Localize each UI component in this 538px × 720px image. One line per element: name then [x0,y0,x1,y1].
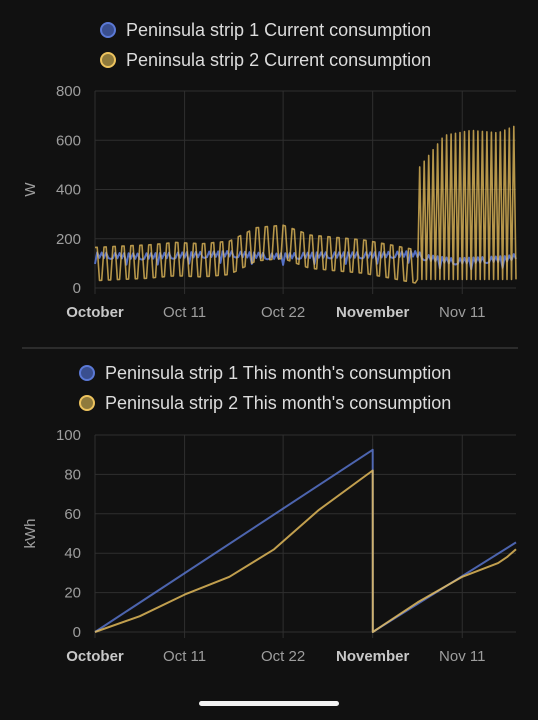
y-tick-label: 600 [56,132,81,149]
current-consumption-chart[interactable]: 0 200 400 600 800 October Oct 11 Oct 22 November… [0,0,538,345]
y-tick-label: 20 [64,585,81,602]
y-axis-label: kWh [22,519,39,549]
y-tick-label: 40 [64,545,81,562]
y-tick-label: 0 [73,280,81,297]
series-line-2 [94,125,517,284]
y-tick-label: 0 [73,624,81,641]
x-tick-label: November [336,304,410,321]
legend-swatch-strip2-month [79,395,95,411]
y-tick-label: 100 [56,427,81,444]
series-line-2 [94,469,517,633]
legend-swatch-strip2-current [100,52,116,68]
y-tick-label: 60 [64,506,81,523]
x-tick-label: Oct 11 [163,304,206,321]
home-indicator[interactable] [199,701,339,706]
legend-item-strip2-current[interactable]: Peninsula strip 2 Current consumption [100,47,431,73]
y-tick-label: 400 [56,182,81,199]
monthly-consumption-card: Peninsula strip 1 This month's consumpti… [0,350,538,680]
y-tick-label: 200 [56,231,81,248]
x-tick-label: Nov 11 [439,304,485,321]
series-line-1 [94,448,517,633]
legend-label-strip1-month: Peninsula strip 1 This month's consumpti… [105,362,452,383]
x-tick-label: November [336,648,410,665]
legend-label-strip2-current: Peninsula strip 2 Current consumption [126,49,432,70]
legend-label-strip1-current: Peninsula strip 1 Current consumption [126,19,432,40]
legend-item-strip1-month[interactable]: Peninsula strip 1 This month's consumpti… [79,360,451,386]
y-axis-label: W [22,182,39,197]
y-tick-label: 80 [64,466,81,483]
x-tick-label: October [66,304,124,321]
monthly-consumption-chart[interactable]: 0 20 40 60 80 100 October Oct 11 Oct 22 November N… [0,350,538,680]
y-tick-label: 800 [56,83,81,100]
x-tick-label: Oct 22 [261,304,305,321]
x-tick-label: Nov 11 [439,648,485,665]
legend-swatch-strip1-current [100,22,116,38]
current-consumption-card: Peninsula strip 1 Current consumption Pe… [0,0,538,345]
legend-item-strip1-current[interactable]: Peninsula strip 1 Current consumption [100,17,431,43]
section-divider [22,347,518,349]
legend-item-strip2-month[interactable]: Peninsula strip 2 This month's consumpti… [79,390,451,416]
x-tick-label: Oct 22 [261,648,305,665]
legend-label-strip2-month: Peninsula strip 2 This month's consumpti… [105,392,452,413]
x-tick-label: October [66,648,124,665]
legend-swatch-strip1-month [79,365,95,381]
x-tick-label: Oct 11 [163,648,206,665]
